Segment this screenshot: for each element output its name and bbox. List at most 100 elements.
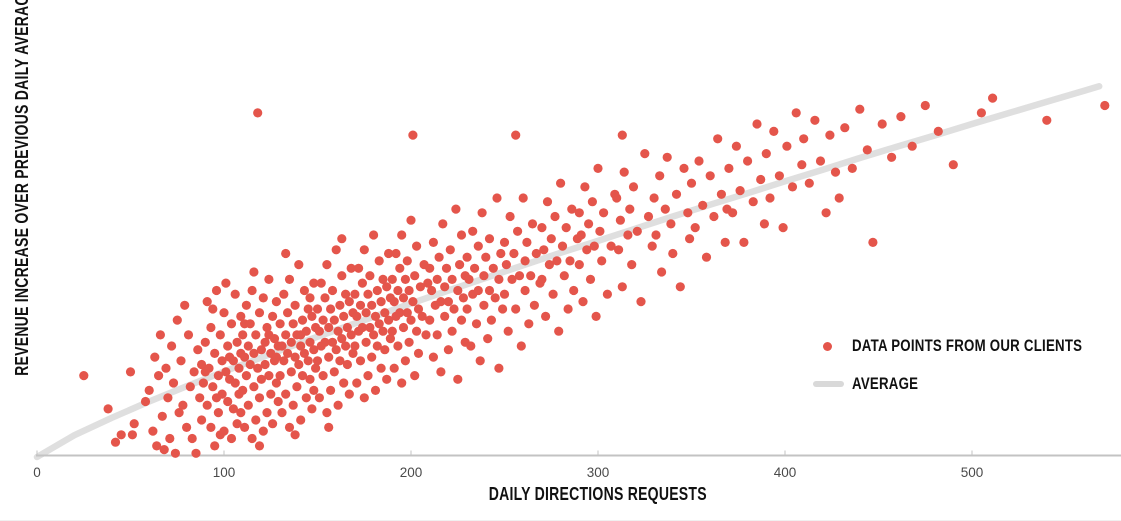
data-point: [292, 382, 302, 392]
data-point: [655, 171, 665, 181]
data-point: [269, 334, 280, 344]
data-point: [623, 230, 633, 240]
data-point: [329, 315, 339, 325]
data-point: [327, 337, 338, 347]
data-point: [312, 304, 323, 314]
data-point: [470, 263, 480, 273]
data-point: [155, 330, 165, 340]
data-point: [322, 408, 332, 418]
data-point: [614, 245, 624, 255]
data-point: [735, 186, 745, 196]
data-point: [617, 282, 627, 292]
data-point: [499, 289, 510, 299]
data-point: [320, 337, 330, 347]
data-point: [705, 171, 715, 181]
data-point: [498, 304, 508, 314]
data-point: [617, 130, 627, 140]
data-point: [200, 337, 210, 347]
data-point: [518, 193, 528, 203]
data-point: [230, 378, 240, 388]
data-point: [213, 371, 223, 381]
data-point: [127, 430, 137, 440]
data-point: [694, 156, 704, 166]
data-point: [400, 356, 410, 366]
data-point: [333, 326, 343, 336]
data-point: [1042, 115, 1052, 125]
data-point: [163, 393, 173, 403]
data-point: [671, 189, 682, 199]
data-point: [417, 311, 427, 321]
data-point: [333, 400, 343, 410]
data-point: [477, 208, 487, 218]
data-point: [862, 145, 872, 155]
data-point: [834, 193, 844, 203]
data-point: [505, 211, 515, 222]
data-point: [335, 300, 345, 310]
legend-label-data-points: DATA POINTS FROM OUR CLIENTS: [852, 336, 1083, 355]
data-point: [595, 226, 605, 236]
data-point: [352, 311, 362, 321]
data-point: [685, 234, 695, 244]
data-point: [484, 234, 495, 244]
data-point: [337, 271, 347, 281]
data-point: [245, 319, 255, 329]
data-point: [456, 230, 467, 240]
data-point: [318, 315, 328, 325]
data-point: [271, 378, 281, 388]
data-point: [404, 337, 414, 347]
x-axis-tick-label: 200: [400, 465, 423, 480]
data-point: [174, 408, 184, 418]
data-point: [238, 385, 248, 395]
data-point: [640, 149, 650, 159]
legend-line-icon: [813, 381, 844, 387]
data-point: [359, 393, 369, 403]
data-point: [357, 278, 367, 288]
data-point: [305, 293, 315, 303]
data-point: [782, 141, 792, 151]
data-point: [701, 252, 712, 262]
data-point: [221, 278, 231, 288]
data-point: [170, 448, 180, 458]
data-point: [260, 337, 270, 347]
data-point: [258, 426, 268, 436]
data-point: [686, 178, 697, 188]
data-point: [479, 300, 489, 310]
data-point: [1100, 100, 1110, 111]
data-point: [296, 415, 306, 425]
data-point: [103, 404, 113, 414]
data-point: [331, 345, 341, 355]
data-point: [326, 385, 336, 395]
data-point: [410, 271, 420, 281]
data-point: [868, 237, 878, 247]
data-point: [279, 289, 289, 299]
data-point: [907, 141, 917, 151]
data-point: [559, 271, 569, 281]
data-point: [254, 441, 265, 451]
data-point: [443, 345, 453, 355]
data-point: [198, 378, 208, 388]
data-point: [262, 322, 272, 333]
data-point: [393, 341, 403, 351]
data-point: [367, 352, 377, 362]
data-point: [294, 260, 304, 270]
data-point: [432, 274, 442, 284]
data-point: [206, 322, 216, 333]
data-point: [240, 352, 250, 362]
data-point: [441, 263, 452, 273]
data-point: [228, 404, 238, 414]
data-point: [167, 341, 177, 351]
data-point: [185, 382, 195, 392]
data-point: [574, 260, 584, 270]
data-point: [305, 374, 315, 384]
data-point: [344, 389, 354, 399]
data-point: [380, 345, 390, 355]
data-point: [458, 293, 468, 303]
data-point: [565, 256, 575, 266]
data-point: [372, 285, 382, 296]
data-point: [563, 304, 573, 314]
data-point: [481, 252, 491, 262]
data-point: [264, 274, 274, 284]
data-point: [709, 211, 719, 222]
data-point: [284, 422, 295, 432]
data-point: [286, 367, 296, 377]
